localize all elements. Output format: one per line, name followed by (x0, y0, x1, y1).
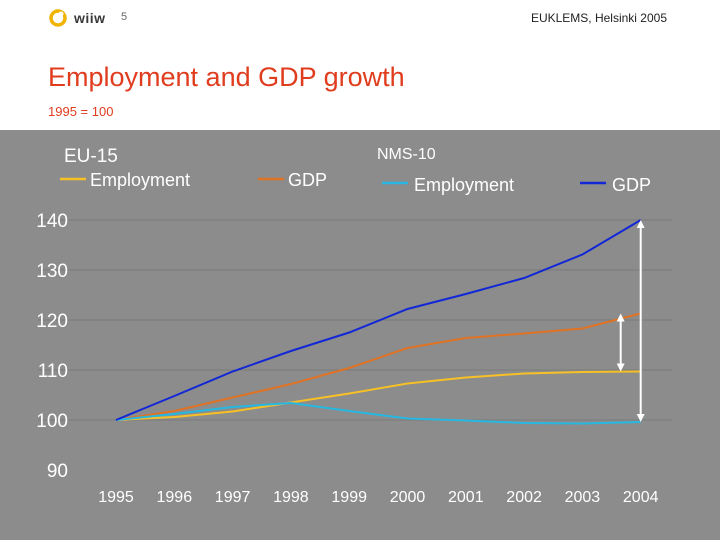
page-title: Employment and GDP growth (48, 62, 405, 92)
legend-label: Employment (90, 170, 190, 190)
title-panel: Employment and GDP growth 1995 = 100 (0, 36, 720, 130)
series-line (115, 312, 641, 421)
gap-arrow-head (636, 220, 645, 228)
legend-label: Employment (414, 175, 514, 195)
series-line (115, 401, 641, 425)
gap-arrow-head (636, 414, 645, 422)
series-line (115, 370, 641, 421)
gap-arrow-head (616, 363, 625, 372)
y-tick-label: 130 (36, 261, 68, 282)
event-label: EUKLEMS, Helsinki 2005 (530, 11, 667, 25)
header-bar: wiiw 5 EUKLEMS, Helsinki 2005 (0, 0, 720, 36)
gap-arrow-head (616, 313, 625, 322)
x-tick-label: 2001 (448, 489, 484, 506)
legend-group-label: NMS-10 (377, 146, 436, 163)
logo: wiiw (48, 8, 106, 28)
y-tick-label: 140 (36, 211, 68, 232)
x-tick-label: 1995 (98, 489, 134, 506)
y-tick-label: 120 (36, 311, 68, 332)
series-line (115, 219, 642, 421)
legend-group-label: EU-15 (64, 146, 118, 167)
x-tick-label: 1996 (157, 489, 193, 506)
legend-label: GDP (612, 175, 651, 195)
y-tick-label: 110 (38, 361, 68, 382)
x-tick-label: 1997 (215, 489, 251, 506)
slide-number: 5 (121, 11, 128, 23)
y-tick-label: 90 (47, 461, 68, 482)
x-tick-label: 1999 (331, 489, 367, 506)
page-subtitle: 1995 = 100 (48, 104, 114, 119)
x-tick-label: 1998 (273, 489, 309, 506)
legend-label: GDP (288, 170, 327, 190)
x-tick-label: 2003 (565, 489, 601, 506)
y-tick-label: 100 (36, 411, 68, 432)
logo-text: wiiw (74, 10, 106, 26)
wiiw-logo-icon (49, 9, 67, 27)
x-tick-label: 2004 (623, 489, 659, 506)
x-tick-label: 2000 (390, 489, 426, 506)
x-tick-label: 2002 (506, 489, 542, 506)
